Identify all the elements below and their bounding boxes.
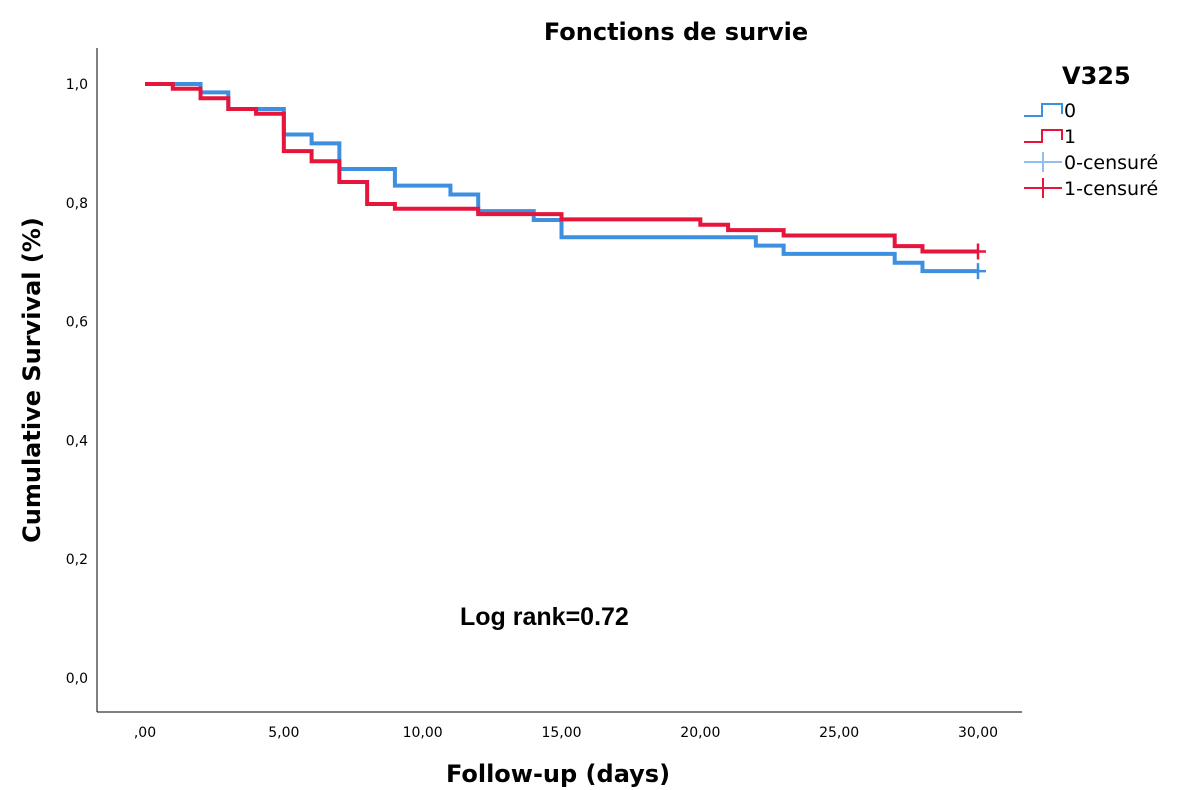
axes [96,48,1022,713]
y-tick-labels: 0,0 0,2 0,4 0,6 0,8 1,0 [66,77,88,687]
censor-marks [970,243,986,280]
y-tick-label: 0,4 [66,433,88,449]
series-layer [145,82,978,274]
legend-title: V325 [1062,62,1131,90]
series-0-censor-mark [970,263,986,280]
series-0-line [145,82,978,274]
x-tick-label: ,00 [134,725,156,741]
legend-swatch-1-censuré [1024,178,1062,198]
legend-entry-label: 1 [1064,126,1076,148]
x-axis-label: Follow-up (days) [446,760,670,788]
legend-swatch-0 [1024,103,1063,117]
series-1-line [145,82,978,254]
legend: V325 0 1 0-censuré 1-censuré [1024,62,1158,200]
chart-title: Fonctions de survie [544,18,808,46]
y-tick-label: 0,6 [66,315,88,331]
legend-entry-label: 1-censuré [1064,178,1158,200]
x-tick-label: 5,00 [268,725,299,741]
x-tick-label: 20,00 [680,725,720,741]
x-tick-label: 10,00 [403,725,443,741]
legend-entry-label: 0 [1064,100,1076,122]
x-tick-label: 30,00 [958,725,998,741]
legend-entry-label: 0-censuré [1064,152,1158,174]
legend-swatch-1 [1024,129,1063,143]
legend-entries: 0 1 0-censuré 1-censuré [1024,100,1158,200]
log-rank-annotation: Log rank=0.72 [460,603,629,631]
y-axis-label: Cumulative Survival (%) [18,217,46,543]
y-tick-label: 0,8 [66,196,88,212]
y-tick-label: 0,2 [66,552,88,568]
x-tick-label: 15,00 [541,725,581,741]
x-tick-labels: ,00 5,00 10,00 15,00 20,00 25,00 30,00 [134,725,998,741]
x-tick-label: 25,00 [819,725,859,741]
legend-swatch-0-censuré [1024,152,1062,172]
y-tick-label: 1,0 [66,77,88,93]
series-1-censor-mark [970,243,986,260]
y-tick-label: 0,0 [66,671,88,687]
